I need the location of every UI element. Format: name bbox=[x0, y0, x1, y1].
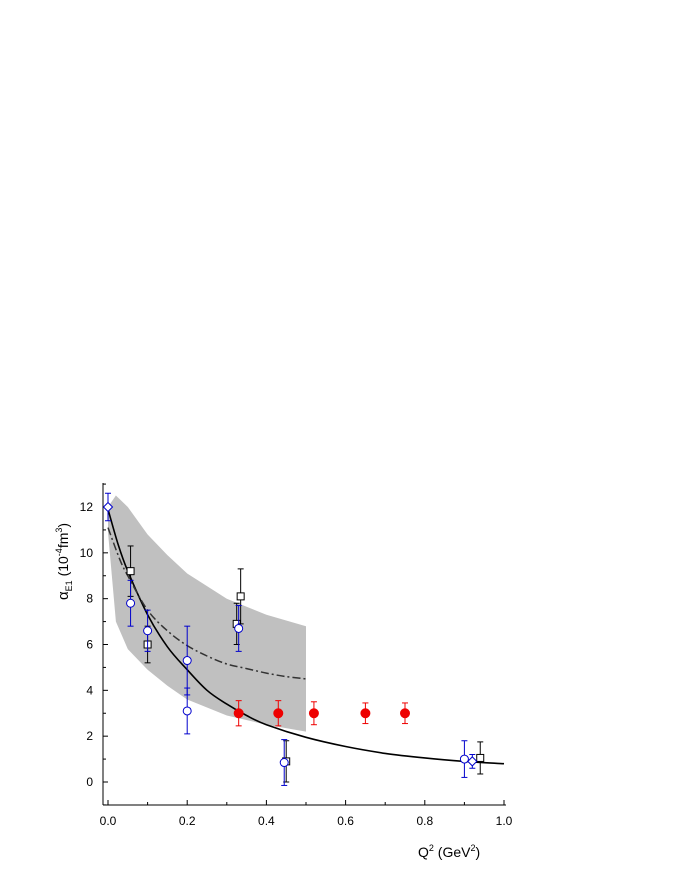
marker-diamond bbox=[102, 501, 114, 513]
data-point-filled-circle bbox=[233, 700, 244, 727]
x-tick-label: 0.0 bbox=[100, 814, 117, 828]
data-point-filled-circle bbox=[400, 702, 410, 725]
data-point-filled-circle bbox=[273, 700, 284, 727]
data-point-open-circle bbox=[234, 605, 244, 652]
marker-filled-circle bbox=[360, 708, 371, 719]
y-tick-label: 10 bbox=[80, 546, 94, 560]
y-axis-title: αE1 (10-4fm3) bbox=[54, 523, 74, 600]
data-point-open-circle bbox=[279, 739, 289, 786]
data-point-open-diamond bbox=[467, 754, 478, 769]
data-point-open-square bbox=[476, 741, 485, 775]
marker-filled-circle bbox=[308, 708, 319, 719]
x-tick-label: 0.8 bbox=[416, 814, 433, 828]
data-point-open-diamond bbox=[102, 492, 114, 522]
data-point-open-circle bbox=[143, 609, 153, 652]
marker-circle bbox=[182, 656, 192, 666]
y-tick-label: 2 bbox=[86, 729, 93, 743]
marker-circle bbox=[279, 758, 289, 768]
marker-filled-circle bbox=[273, 708, 284, 719]
band-shape bbox=[108, 495, 306, 732]
x-tick-label: 0.2 bbox=[179, 814, 196, 828]
marker-circle bbox=[459, 754, 469, 764]
y-tick-label: 6 bbox=[86, 638, 93, 652]
marker-square bbox=[126, 567, 135, 576]
x-axis-title: Q2 (GeV2) bbox=[418, 843, 480, 860]
data-point-filled-circle bbox=[360, 702, 371, 725]
marker-filled-circle bbox=[400, 708, 410, 719]
data-point-open-circle bbox=[126, 579, 136, 627]
y-tick-label: 8 bbox=[86, 592, 93, 606]
data-point-filled-circle bbox=[308, 701, 319, 726]
y-tick-label: 12 bbox=[80, 500, 94, 514]
marker-square bbox=[476, 753, 485, 762]
marker-circle bbox=[143, 626, 153, 636]
axes: 0.0 0.2 0.4 0.6 0.8 1.0 0 2 4 6 8 10 12 bbox=[80, 483, 513, 828]
marker-filled-circle bbox=[233, 708, 244, 719]
marker-circle bbox=[126, 598, 136, 608]
y-tick-label: 0 bbox=[86, 775, 93, 789]
data-point-open-circle bbox=[459, 740, 469, 778]
uncertainty-band bbox=[108, 495, 306, 732]
marker-diamond bbox=[467, 756, 478, 767]
x-tick-label: 0.6 bbox=[337, 814, 354, 828]
marker-square bbox=[236, 592, 245, 601]
marker-circle bbox=[234, 623, 244, 633]
y-tick-label: 4 bbox=[86, 683, 93, 697]
x-tick-label: 1.0 bbox=[496, 814, 513, 828]
data-point-open-circle bbox=[182, 687, 192, 735]
data-points bbox=[102, 492, 485, 786]
marker-circle bbox=[182, 706, 192, 716]
x-tick-label: 0.4 bbox=[258, 814, 275, 828]
